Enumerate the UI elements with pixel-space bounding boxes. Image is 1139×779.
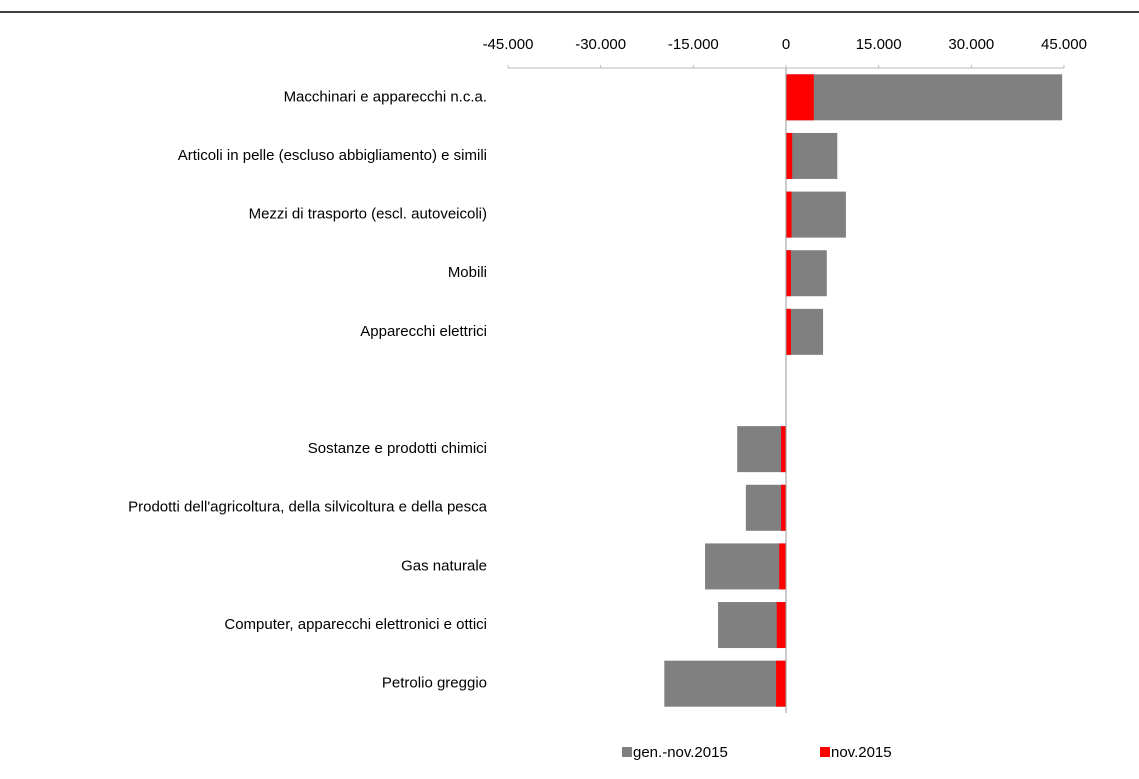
bar <box>786 308 824 355</box>
legend-label: gen.-nov.2015 <box>633 744 728 761</box>
y-tick-label: Apparecchi elettrici <box>360 323 487 340</box>
x-tick-label: 15.000 <box>856 36 902 53</box>
bar <box>786 132 793 179</box>
bar <box>786 191 846 238</box>
x-tick-label: 30.000 <box>948 36 994 53</box>
bar <box>786 74 814 121</box>
bar <box>786 132 838 179</box>
y-tick-label: Mobili <box>448 264 487 281</box>
y-tick-label: Computer, apparecchi elettronici e ottic… <box>224 616 487 633</box>
x-tick-label: 0 <box>782 36 790 53</box>
bar <box>664 660 786 707</box>
bar <box>776 602 786 649</box>
bar <box>776 660 786 707</box>
y-tick-label: Mezzi di trasporto (escl. autoveicoli) <box>249 206 487 223</box>
y-tick-label: Macchinari e apparecchi n.c.a. <box>284 88 487 105</box>
bar <box>786 308 791 355</box>
bar <box>786 74 1063 121</box>
bar <box>786 250 791 297</box>
legend-swatch <box>820 747 830 757</box>
bar <box>781 484 786 531</box>
bar <box>786 191 792 238</box>
bar <box>786 250 827 297</box>
legend-swatch <box>622 747 632 757</box>
y-tick-label: Gas naturale <box>401 557 487 574</box>
y-tick-label: Articoli in pelle (escluso abbigliamento… <box>178 147 487 164</box>
bar <box>781 426 786 473</box>
y-tick-label: Sostanze e prodotti chimici <box>308 440 487 457</box>
x-tick-label: -15.000 <box>668 36 719 53</box>
bar <box>737 426 786 473</box>
x-tick-label: 45.000 <box>1041 36 1087 53</box>
y-tick-label: Petrolio greggio <box>382 675 487 692</box>
y-tick-label: Prodotti dell'agricoltura, della silvico… <box>128 499 488 516</box>
bar <box>705 543 786 590</box>
legend-label: nov.2015 <box>831 744 892 761</box>
bar <box>779 543 786 590</box>
x-tick-label: -45.000 <box>483 36 534 53</box>
bar <box>745 484 786 531</box>
x-tick-label: -30.000 <box>575 36 626 53</box>
bar <box>718 602 786 649</box>
